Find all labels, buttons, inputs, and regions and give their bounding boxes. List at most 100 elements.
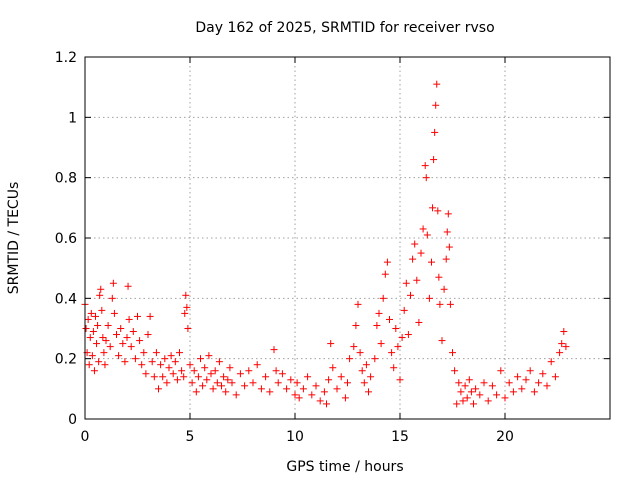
data-point [186, 361, 194, 369]
data-point [547, 358, 555, 366]
data-point [421, 162, 429, 170]
data-point [413, 276, 421, 284]
data-point [449, 349, 456, 357]
data-point [163, 379, 171, 387]
data-point [138, 361, 146, 369]
data-point [367, 373, 375, 381]
data-point [110, 309, 118, 317]
data-point [171, 358, 179, 366]
data-point [106, 343, 114, 351]
data-point [183, 303, 191, 311]
data-point [356, 349, 364, 357]
data-point [358, 367, 366, 375]
data-point [287, 376, 295, 384]
data-point [360, 379, 368, 387]
data-point [535, 379, 543, 387]
data-point [407, 291, 414, 299]
data-point [220, 373, 228, 381]
data-point [438, 337, 446, 345]
data-point [100, 349, 108, 357]
y-tick-label: 1.2 [55, 50, 77, 66]
data-point [362, 361, 370, 369]
data-point [262, 373, 270, 381]
data-point [165, 364, 173, 372]
data-point [127, 343, 135, 351]
data-point [85, 361, 93, 369]
data-point [226, 364, 234, 372]
data-point [459, 397, 467, 405]
data-points [81, 80, 570, 408]
y-tick-label: 0.8 [55, 171, 77, 187]
data-point [341, 394, 349, 402]
data-point [354, 300, 362, 308]
data-point [272, 367, 280, 375]
x-tick-label: 15 [391, 429, 409, 445]
data-point [236, 370, 244, 378]
data-point [203, 376, 211, 384]
data-point [178, 367, 186, 375]
data-point [428, 258, 435, 266]
data-point [377, 340, 385, 348]
data-point [152, 349, 160, 357]
data-point [470, 400, 477, 408]
data-point [108, 294, 116, 302]
data-point [88, 352, 96, 360]
data-point [350, 343, 358, 351]
data-point [82, 325, 90, 332]
data-point [115, 352, 123, 360]
data-point [433, 80, 441, 88]
y-tick-label: 0.6 [55, 231, 77, 247]
data-point [436, 300, 444, 308]
data-point [299, 385, 307, 393]
data-point [86, 334, 94, 342]
data-point [402, 279, 410, 287]
data-point [211, 367, 219, 375]
data-point [429, 204, 437, 212]
data-point [113, 331, 120, 339]
data-point [140, 349, 148, 357]
data-point [184, 325, 192, 332]
data-point [422, 174, 430, 182]
data-point [327, 340, 335, 348]
data-point [169, 370, 177, 378]
data-point [96, 291, 104, 299]
data-point [396, 376, 404, 384]
data-point [95, 358, 103, 366]
data-point [97, 285, 105, 293]
data-point [514, 373, 522, 381]
data-point [453, 400, 461, 408]
data-point [539, 370, 547, 378]
data-point [218, 382, 225, 390]
data-point [381, 270, 389, 278]
data-point [415, 318, 423, 326]
y-tick-label: 0.4 [55, 291, 77, 307]
data-point [400, 306, 408, 314]
data-point [501, 394, 509, 402]
data-point [228, 379, 236, 387]
data-point [205, 352, 213, 360]
data-point [480, 379, 488, 387]
data-point [129, 328, 137, 336]
data-point [194, 373, 202, 381]
data-point [435, 273, 443, 281]
data-point [241, 382, 249, 390]
data-point [98, 306, 106, 314]
data-point [445, 243, 453, 251]
data-point [505, 379, 513, 387]
data-point [419, 225, 427, 233]
x-axis-label: GPS time / hours [286, 459, 403, 475]
data-point [476, 391, 484, 399]
data-point [446, 300, 454, 308]
data-point [337, 373, 345, 381]
data-point [209, 385, 217, 393]
data-point [308, 391, 316, 399]
data-point [373, 321, 381, 329]
data-point [173, 376, 181, 384]
data-point [461, 382, 469, 390]
data-point [119, 340, 127, 348]
data-point [148, 358, 156, 366]
x-tick-label: 20 [496, 429, 514, 445]
data-point [136, 337, 144, 345]
data-point [444, 210, 452, 218]
